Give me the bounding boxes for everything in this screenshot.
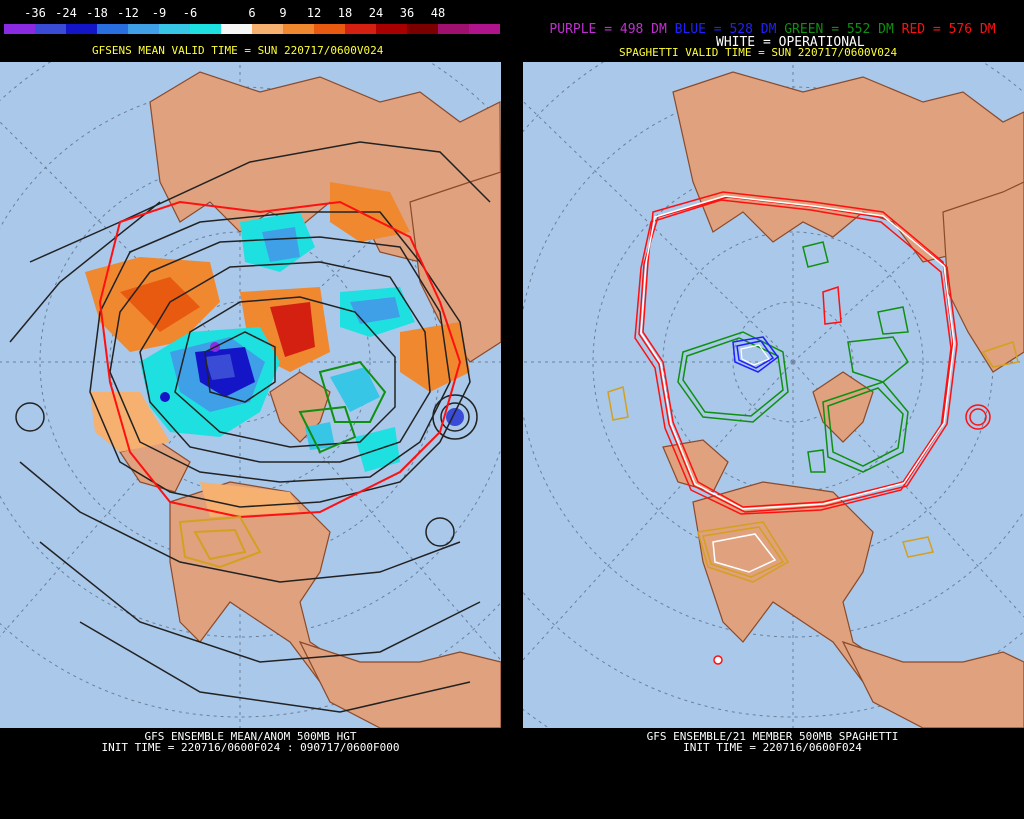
colorbar-swatch xyxy=(345,24,376,34)
colorbar-swatch xyxy=(407,24,438,34)
colorbar-labels: -36 -24 -18 -12 -9 -6 6 9 12 18 24 36 48 xyxy=(0,6,501,20)
colorbar-swatch xyxy=(252,24,283,34)
colorbar-swatch xyxy=(190,24,221,34)
colorbar-swatch xyxy=(283,24,314,34)
colorbar-label: 36 xyxy=(399,6,415,20)
colorbar-swatch xyxy=(221,24,252,34)
panel-separator xyxy=(501,0,521,819)
legend-purple: PURPLE = 498 DM xyxy=(549,22,667,37)
colorbar-label: 24 xyxy=(368,6,384,20)
anomaly-colorbar xyxy=(4,24,500,34)
spaghetti-footer-line1: GFS ENSEMBLE/21 MEMBER 500MB SPAGHETTI xyxy=(646,730,899,743)
legend-red: RED = 576 DM xyxy=(901,22,996,37)
colorbar-label: 12 xyxy=(306,6,322,20)
colorbar-swatch xyxy=(469,24,500,34)
ensemble-mean-panel: -36 -24 -18 -12 -9 -6 6 9 12 18 24 36 48 GFSENS MEAN… xyxy=(0,0,501,819)
mean-footer-line2: INIT TIME = 220716/0600F024 : 090717/060… xyxy=(101,741,400,754)
spaghetti-map xyxy=(523,62,1024,728)
colorbar-swatch xyxy=(128,24,159,34)
colorbar-label: 6 xyxy=(248,6,256,20)
colorbar-label: -36 xyxy=(24,6,46,20)
colorbar-swatch xyxy=(376,24,407,34)
spaghetti-footer-line2: INIT TIME = 220716/0600F024 xyxy=(683,741,862,754)
legend-blue: BLUE = 528 DM xyxy=(674,22,777,37)
legend-white: WHITE = OPERATIONAL xyxy=(716,35,865,50)
spaghetti-legend: PURPLE = 498 DM BLUE = 528 DM GREEN = 55… xyxy=(521,22,1024,37)
mean-anomaly-svg xyxy=(0,62,501,728)
colorbar-swatch xyxy=(314,24,345,34)
colorbar-label: 18 xyxy=(337,6,353,20)
mean-anomaly-map xyxy=(0,62,501,728)
colorbar-label: -24 xyxy=(55,6,77,20)
colorbar-label: -18 xyxy=(86,6,108,20)
mean-footer-line1: GFS ENSEMBLE MEAN/ANOM 500MB HGT xyxy=(144,730,357,743)
colorbar-label: 9 xyxy=(279,6,287,20)
spaghetti-panel: PURPLE = 498 DM BLUE = 528 DM GREEN = 55… xyxy=(521,0,1024,819)
colorbar-swatch xyxy=(4,24,35,34)
colorbar-label: -6 xyxy=(182,6,198,20)
colorbar-swatch xyxy=(97,24,128,34)
colorbar-label: -12 xyxy=(117,6,139,20)
legend-green: GREEN = 552 DM xyxy=(784,22,894,37)
colorbar-swatch xyxy=(35,24,66,34)
spaghetti-svg xyxy=(523,62,1024,728)
colorbar-label: -9 xyxy=(151,6,167,20)
valid-time-title: GFSENS MEAN VALID TIME = SUN 220717/0600… xyxy=(92,44,384,57)
spaghetti-valid-time: SPAGHETTI VALID TIME = SUN 220717/0600V0… xyxy=(619,46,898,59)
colorbar-swatch xyxy=(159,24,190,34)
colorbar-label: 48 xyxy=(430,6,446,20)
colorbar-swatch xyxy=(438,24,469,34)
colorbar-swatch xyxy=(66,24,97,34)
